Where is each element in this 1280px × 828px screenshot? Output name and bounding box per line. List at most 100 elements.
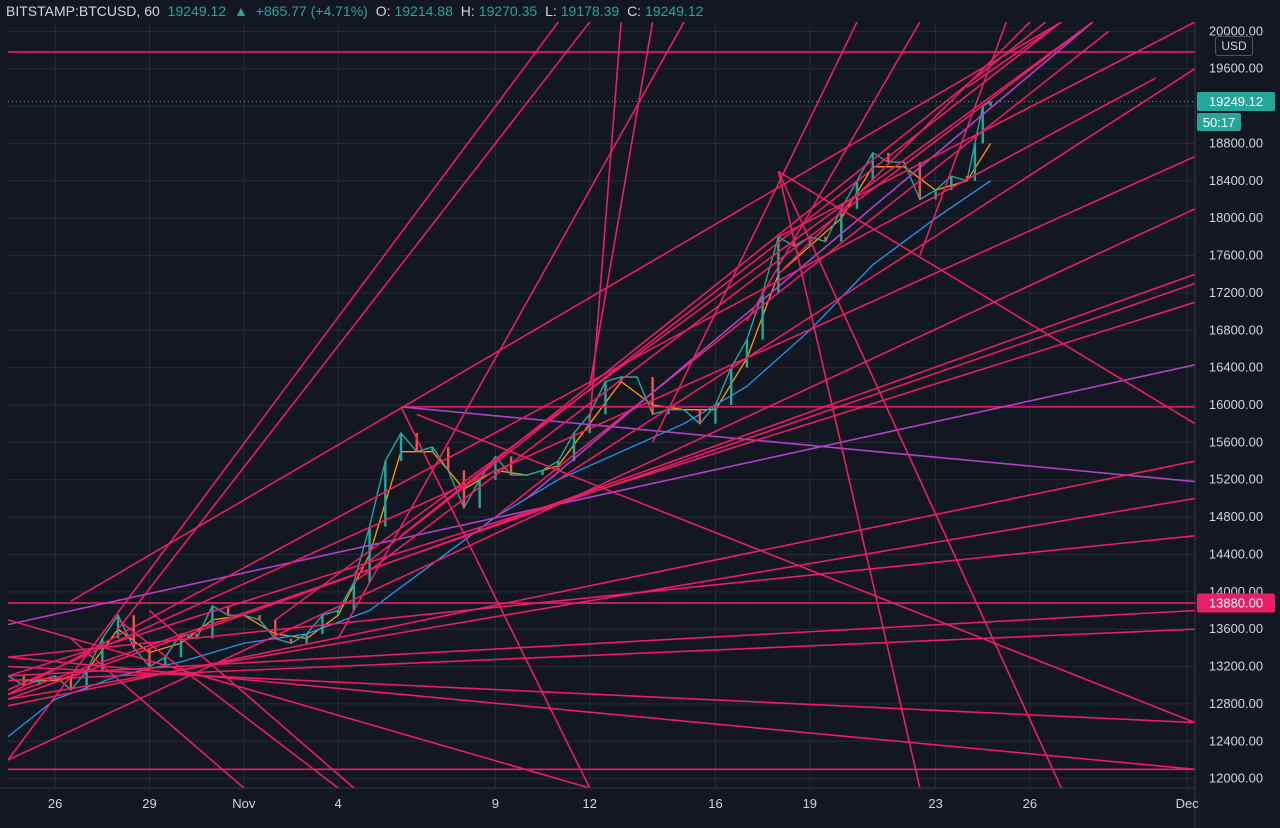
trendline[interactable] (777, 22, 1031, 275)
trendline[interactable] (8, 364, 1195, 626)
y-tick-label: 17600.00 (1209, 248, 1263, 263)
y-tick-label: 14400.00 (1209, 546, 1263, 561)
trendline[interactable] (8, 619, 590, 788)
y-tick-label: 14800.00 (1209, 509, 1263, 524)
candle (777, 236, 780, 293)
trendline[interactable] (148, 609, 355, 788)
trendline[interactable] (353, 22, 1062, 574)
svg-text:13880.00: 13880.00 (1209, 596, 1263, 611)
high-label: H: (460, 3, 475, 19)
trendline[interactable] (8, 155, 1195, 691)
candle (973, 143, 977, 181)
trendline[interactable] (557, 68, 1195, 481)
open-value: 19214.88 (394, 3, 453, 19)
trendline[interactable] (117, 619, 339, 788)
price-chart[interactable]: 12000.00 12400.00 12800.00 13200.00 13600.00… (0, 22, 1280, 828)
trendline[interactable] (400, 406, 1195, 483)
trendline[interactable] (70, 22, 1062, 602)
candle (698, 409, 701, 424)
trendline[interactable] (746, 22, 921, 322)
trendline[interactable] (8, 22, 559, 761)
trendline[interactable] (8, 301, 1195, 677)
trendline[interactable] (8, 77, 1157, 696)
trendline[interactable] (777, 170, 1195, 425)
candle (541, 470, 544, 476)
trendline[interactable] (651, 22, 858, 443)
candle (509, 456, 513, 476)
trendline[interactable] (353, 22, 1094, 584)
y-tick-label: 18800.00 (1209, 135, 1263, 150)
candle (101, 638, 104, 672)
trendline[interactable] (777, 171, 921, 788)
price-line (8, 100, 991, 691)
candle (682, 409, 686, 411)
trendline[interactable] (416, 413, 1195, 724)
moving-average-slow (8, 180, 991, 738)
y-tick-label: 15600.00 (1209, 434, 1263, 449)
candle (604, 381, 607, 415)
symbol-label[interactable]: BITSTAMP:BTCUSD, 60 (6, 3, 160, 19)
price-series (8, 100, 992, 691)
time-axis[interactable]: 26 29 Nov 4 9 12 16 19 23 26 Dec (48, 796, 1199, 811)
chart-header: BITSTAMP:BTCUSD, 60 19249.12 ▲ +865.77 (… (0, 0, 1280, 22)
candle (289, 638, 293, 644)
trendline[interactable] (8, 665, 1195, 724)
candle (148, 647, 151, 667)
x-tick-label: 23 (928, 796, 942, 811)
candle (840, 208, 843, 242)
candle (730, 367, 733, 405)
trendline[interactable] (337, 22, 685, 639)
trendline[interactable] (8, 208, 1195, 761)
candle (305, 633, 308, 644)
y-tick-label: 15200.00 (1209, 472, 1263, 487)
up-arrow-icon: ▲ (233, 3, 248, 19)
price-badge: 19249.12 50:17 (1197, 91, 1275, 131)
y-tick-label: 16800.00 (1209, 322, 1263, 337)
y-tick-label: 17200.00 (1209, 285, 1263, 300)
trendlines[interactable] (8, 22, 1195, 788)
y-tick-label: 16400.00 (1209, 360, 1263, 375)
low-label: L: (545, 3, 557, 19)
trendline[interactable] (400, 406, 591, 788)
x-tick-label: 26 (48, 796, 62, 811)
candle (494, 456, 497, 480)
candle (352, 582, 356, 611)
candle (384, 461, 387, 527)
candle (635, 376, 639, 378)
open-label: O: (375, 3, 391, 19)
price-badge-value: 19249.12 (1209, 94, 1263, 109)
trendline[interactable] (8, 534, 1195, 659)
plot-area[interactable] (8, 22, 1195, 788)
trendline[interactable] (70, 637, 245, 788)
candle (572, 433, 576, 462)
x-tick-label: 4 (335, 796, 342, 811)
candle (399, 433, 403, 462)
x-tick-label: 16 (708, 796, 722, 811)
trendline[interactable] (8, 628, 1195, 682)
y-tick-label: 12400.00 (1209, 733, 1263, 748)
trendline[interactable] (117, 22, 591, 630)
candle (934, 190, 937, 200)
currency-button[interactable]: USD (1215, 36, 1253, 56)
price-axis[interactable]: 12000.00 12400.00 12800.00 13200.00 13600.00… (1209, 23, 1263, 785)
level-badge: 13880.00 (1197, 593, 1275, 613)
candle (258, 615, 261, 620)
trendline[interactable] (8, 609, 1195, 677)
trendline[interactable] (778, 22, 1195, 238)
candle (164, 657, 167, 667)
trendline[interactable] (588, 22, 654, 387)
candle (824, 236, 827, 242)
x-tick-label: Dec (1176, 796, 1200, 811)
candle (902, 162, 906, 164)
trendline[interactable] (966, 22, 1062, 89)
x-tick-label: 9 (492, 796, 499, 811)
x-tick-label: 26 (1023, 796, 1037, 811)
close-value: 19249.12 (645, 3, 704, 19)
trendline[interactable] (274, 22, 1094, 621)
price-change: +865.77 (+4.71%) (255, 3, 368, 19)
trendline[interactable] (777, 171, 1063, 788)
candle (116, 615, 120, 639)
trendline[interactable] (526, 22, 1094, 500)
trendline[interactable] (8, 656, 1195, 771)
candle (226, 605, 230, 616)
